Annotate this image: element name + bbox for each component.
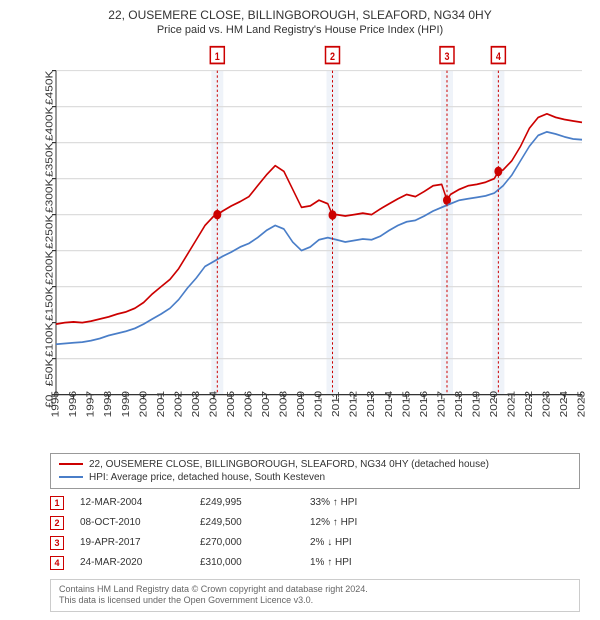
chart-svg: £0£50K£100K£150K£200K£250K£300K£350K£400… <box>10 42 590 447</box>
event-marker: 2 <box>50 516 64 530</box>
svg-text:4: 4 <box>496 51 501 63</box>
event-date: 12-MAR-2004 <box>80 497 200 508</box>
svg-text:3: 3 <box>444 51 449 63</box>
svg-text:£150K: £150K <box>44 285 55 320</box>
event-marker: 3 <box>50 536 64 550</box>
event-delta: 2% ↓ HPI <box>310 537 400 548</box>
event-price: £270,000 <box>200 537 310 548</box>
legend-box: 22, OUSEMERE CLOSE, BILLINGBOROUGH, SLEA… <box>50 453 580 489</box>
legend-swatch <box>59 476 83 478</box>
chart-container: 22, OUSEMERE CLOSE, BILLINGBOROUGH, SLEA… <box>0 0 600 620</box>
event-marker: 4 <box>50 556 64 570</box>
chart-subtitle: Price paid vs. HM Land Registry's House … <box>10 24 590 36</box>
svg-text:£450K: £450K <box>44 69 55 104</box>
svg-text:£400K: £400K <box>44 105 55 140</box>
svg-text:£250K: £250K <box>44 213 55 248</box>
event-row: 4 24-MAR-2020£310,0001% ↑ HPI <box>50 553 580 573</box>
legend-label: 22, OUSEMERE CLOSE, BILLINGBOROUGH, SLEA… <box>89 459 489 470</box>
event-price: £249,995 <box>200 497 310 508</box>
svg-text:£300K: £300K <box>44 177 55 212</box>
event-price: £310,000 <box>200 557 310 568</box>
svg-text:£100K: £100K <box>44 321 55 356</box>
event-row: 3 19-APR-2017£270,0002% ↓ HPI <box>50 533 580 553</box>
legend-row: HPI: Average price, detached house, Sout… <box>59 471 571 484</box>
event-delta: 33% ↑ HPI <box>310 497 400 508</box>
svg-text:2: 2 <box>330 51 335 63</box>
svg-text:1: 1 <box>215 51 220 63</box>
event-delta: 1% ↑ HPI <box>310 557 400 568</box>
footnote-line-2: This data is licensed under the Open Gov… <box>59 595 571 607</box>
event-delta: 12% ↑ HPI <box>310 517 400 528</box>
chart-title: 22, OUSEMERE CLOSE, BILLINGBOROUGH, SLEA… <box>10 8 590 24</box>
footnote-line-1: Contains HM Land Registry data © Crown c… <box>59 584 571 596</box>
svg-text:£350K: £350K <box>44 141 55 176</box>
event-date: 19-APR-2017 <box>80 537 200 548</box>
event-marker: 1 <box>50 496 64 510</box>
event-price: £249,500 <box>200 517 310 528</box>
footnote-box: Contains HM Land Registry data © Crown c… <box>50 579 580 612</box>
svg-text:£200K: £200K <box>44 249 55 284</box>
legend-row: 22, OUSEMERE CLOSE, BILLINGBOROUGH, SLEA… <box>59 458 571 471</box>
legend-swatch <box>59 463 83 465</box>
event-date: 08-OCT-2010 <box>80 517 200 528</box>
events-table: 1 12-MAR-2004£249,99533% ↑ HPI 2 08-OCT-201… <box>50 493 580 573</box>
event-row: 2 08-OCT-2010£249,50012% ↑ HPI <box>50 513 580 533</box>
event-row: 1 12-MAR-2004£249,99533% ↑ HPI <box>50 493 580 513</box>
event-date: 24-MAR-2020 <box>80 557 200 568</box>
chart-plot-area: £0£50K£100K£150K£200K£250K£300K£350K£400… <box>10 42 590 447</box>
svg-text:£50K: £50K <box>44 357 55 386</box>
legend-label: HPI: Average price, detached house, Sout… <box>89 472 325 483</box>
